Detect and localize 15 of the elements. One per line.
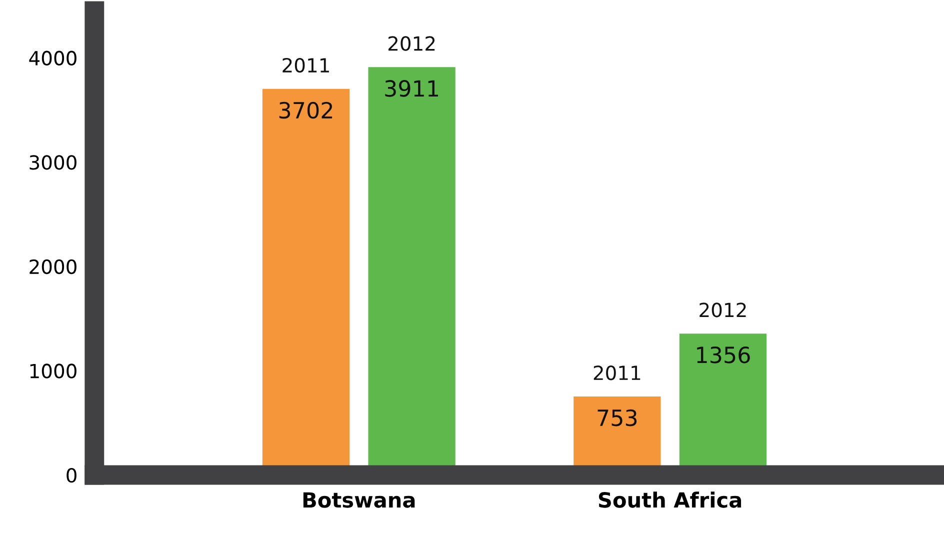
- text: 2012: [700, 302, 746, 318]
- data-label: 3911: [385, 80, 438, 97]
- data-label: 1356: [697, 346, 750, 364]
- y-tick-label: 4000: [29, 50, 76, 66]
- data-label: 3702: [279, 102, 332, 119]
- text: 2011: [594, 366, 640, 380]
- series-label: 2011: [282, 58, 329, 73]
- y-tick-label: 1000: [30, 364, 76, 378]
- x-tick-label: South Africa: [598, 492, 742, 508]
- x-tick-label: Botswana: [303, 492, 415, 508]
- y-tick-label: 0: [66, 468, 76, 483]
- y-tick-label: 3000: [30, 155, 76, 170]
- data-label: 753: [598, 409, 637, 426]
- series-label: 2012: [388, 36, 435, 51]
- y-tick-label: 2000: [30, 259, 76, 274]
